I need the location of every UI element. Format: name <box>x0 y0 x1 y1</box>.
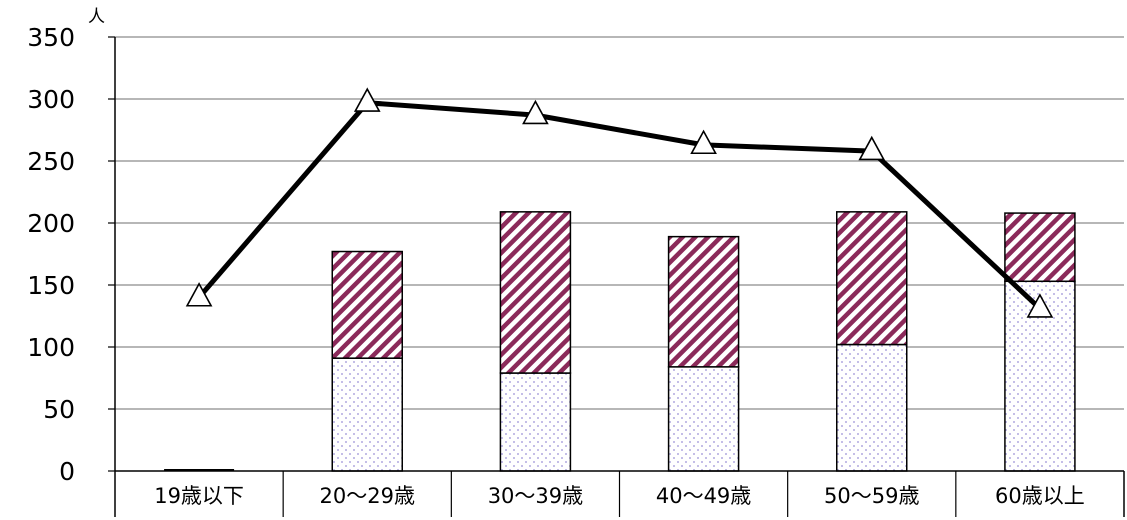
bar-segment <box>667 366 740 472</box>
line-triangle-marker <box>522 99 549 125</box>
bar-segment <box>499 211 572 374</box>
y-tick-label: 50 <box>43 395 75 424</box>
bars <box>164 211 1076 472</box>
bar-segment <box>836 343 908 472</box>
bar-segment <box>499 372 572 472</box>
bar-segment <box>331 250 403 359</box>
line-triangle-marker <box>353 87 381 112</box>
x-category-label: 40〜49歳 <box>656 484 751 508</box>
bar-segment <box>836 211 908 346</box>
y-tick-labels: 0 50 100 150 200 250 300 350 <box>27 23 75 486</box>
y-tick-label: 0 <box>59 457 75 486</box>
line-triangle-marker <box>1026 293 1054 318</box>
y-tick-label: 200 <box>27 209 75 238</box>
y-tick-label: 100 <box>27 333 75 362</box>
y-tick-label: 300 <box>27 85 75 114</box>
line-triangle-marker <box>185 282 213 307</box>
line-triangle-marker <box>858 135 886 161</box>
bar-segment <box>1004 212 1076 283</box>
line-series-path <box>197 100 1042 311</box>
x-category-label: 30〜39歳 <box>488 484 583 508</box>
y-tick-label: 250 <box>27 147 75 176</box>
x-category-label: 20〜29歳 <box>320 484 415 508</box>
x-category-labels: 19歳以下 20〜29歳 30〜39歳 40〜49歳 50〜59歳 60歳以上 <box>154 484 1085 508</box>
axes <box>114 37 1125 517</box>
bar-segment <box>331 357 403 472</box>
y-tick-label: 150 <box>27 271 75 300</box>
x-category-label: 60歳以上 <box>995 484 1085 508</box>
y-tick-label: 350 <box>27 23 75 52</box>
y-axis-unit-label: 人 <box>88 7 105 27</box>
gridlines <box>108 36 1124 472</box>
x-category-label: 19歳以下 <box>154 484 244 508</box>
line-series <box>185 87 1054 318</box>
x-category-label: 50〜59歳 <box>824 484 919 508</box>
line-triangle-marker <box>690 129 717 155</box>
bar-segment <box>667 235 740 368</box>
